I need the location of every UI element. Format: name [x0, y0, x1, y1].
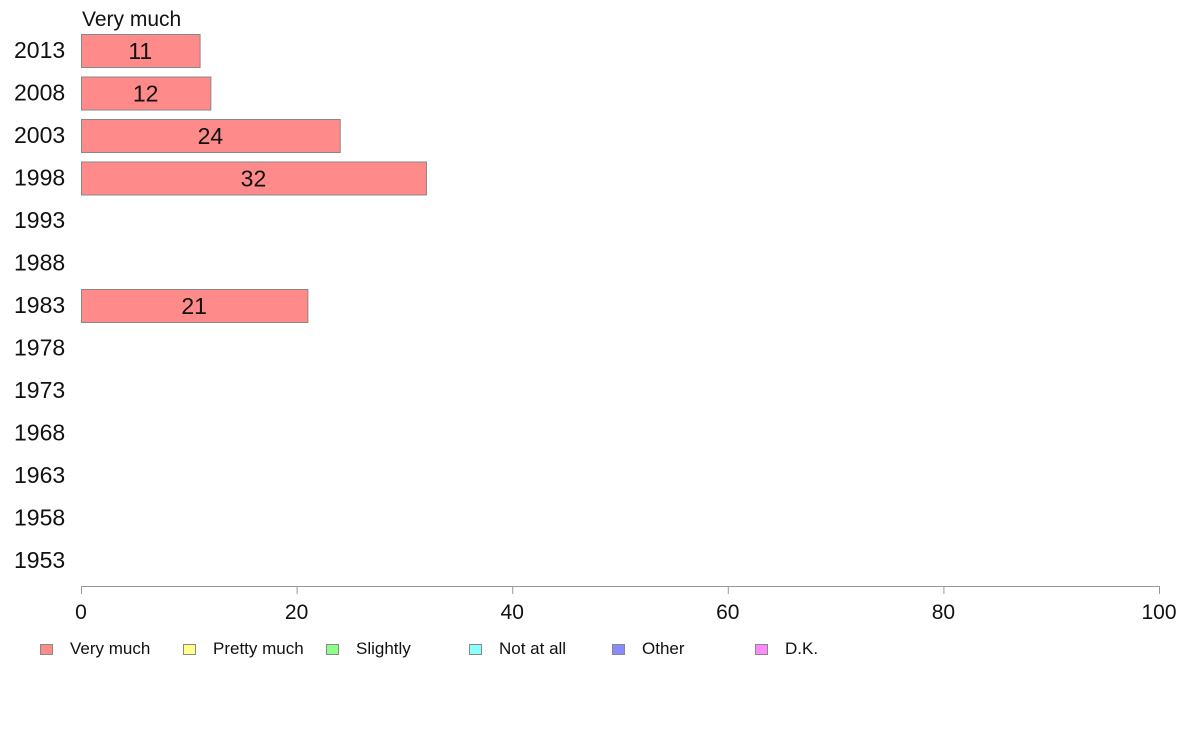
legend-swatch: [612, 644, 625, 655]
x-tick-label: 20: [285, 601, 308, 624]
y-tick-label: 1988: [14, 250, 65, 276]
legend: Very much Pretty much Slightly Not at al…: [0, 638, 1188, 662]
bar-value-label: 12: [133, 81, 159, 107]
chart: Very much 11 12 24 32 21 2013 2008 2003 1998 199…: [14, 8, 1177, 624]
y-tick-label: 1993: [14, 207, 65, 233]
legend-swatch: [755, 644, 768, 655]
y-axis-labels: 2013 2008 2003 1998 1993 1988 1983 1978 1973 1968…: [14, 37, 65, 573]
legend-label: Pretty much: [213, 639, 304, 658]
bar-value-label: 32: [241, 166, 267, 192]
chart-title: Very much: [82, 8, 181, 31]
x-tick-label: 100: [1141, 601, 1176, 624]
legend-label: Slightly: [356, 639, 411, 658]
x-tick-label: 80: [932, 601, 955, 624]
y-tick-label: 1983: [14, 292, 65, 318]
bar: [81, 161, 427, 196]
bar-value-label: 21: [181, 293, 207, 319]
x-tick-label: 60: [716, 601, 739, 624]
bar-value-label: 11: [128, 38, 152, 64]
bar-value-label: 24: [198, 123, 224, 149]
legend-label: D.K.: [785, 639, 819, 658]
legend-label: Other: [642, 639, 685, 658]
y-tick-label: 1958: [14, 505, 65, 531]
bar: [81, 76, 212, 111]
bars: 11 12 24 32 21: [81, 34, 427, 323]
y-tick-label: 2003: [14, 122, 65, 148]
legend-swatch: [183, 644, 196, 655]
bar: [81, 119, 341, 153]
y-tick-label: 1978: [14, 335, 65, 361]
legend-swatch: [469, 644, 482, 655]
bar: [81, 34, 201, 68]
x-axis: 0 20 40 60 80 100: [75, 586, 1177, 624]
y-tick-label: 2008: [14, 80, 65, 106]
x-tick-label: 40: [501, 601, 524, 624]
y-tick-label: 1953: [14, 547, 65, 573]
y-tick-label: 1973: [14, 377, 65, 403]
y-tick-label: 1963: [14, 462, 65, 488]
y-tick-label: 2013: [14, 37, 65, 63]
bar: [81, 289, 309, 323]
y-tick-label: 1968: [14, 420, 65, 446]
legend-label: Very much: [70, 639, 151, 658]
y-tick-label: 1998: [14, 165, 65, 191]
legend-swatch: [326, 644, 339, 655]
legend-label: Not at all: [499, 639, 567, 658]
legend-swatch: [40, 644, 53, 655]
x-tick-label: 0: [75, 601, 87, 624]
